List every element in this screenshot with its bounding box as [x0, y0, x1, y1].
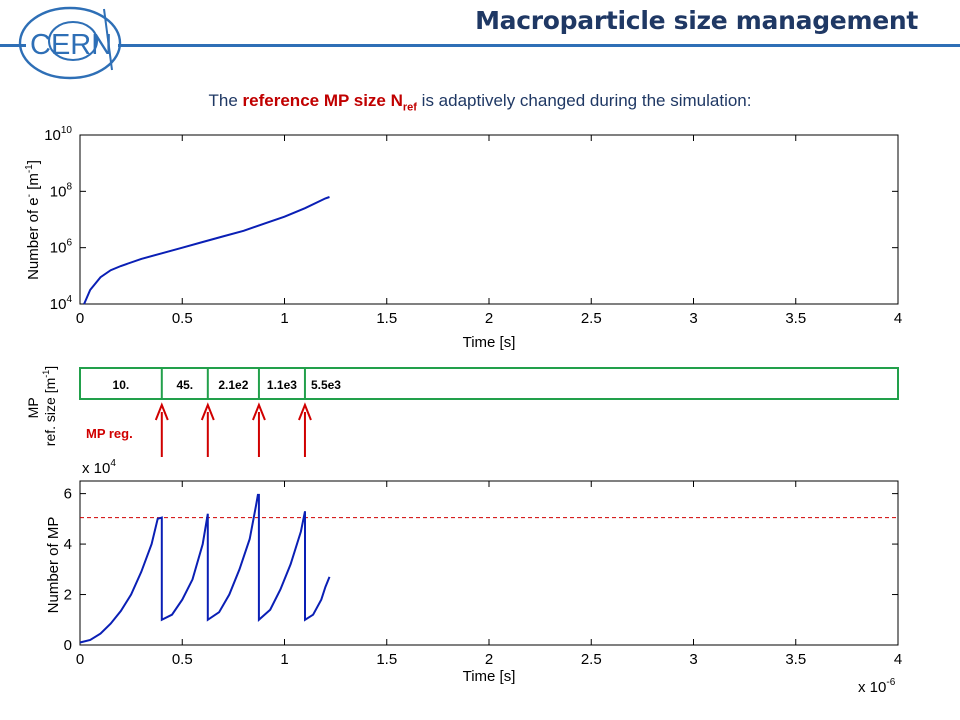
- chart3-xtick-label: 1: [280, 651, 288, 668]
- logo-ring-inner: [48, 21, 98, 61]
- electron-count-chart: 0 0.5 1 1.5 2 2.5 3 3.5 4 104 106 108 1010 Number o…: [24, 125, 902, 351]
- chart1-frame: [79, 134, 899, 305]
- refsize-ylabel-line1: MP: [25, 398, 41, 419]
- chart1-series-line: [83, 196, 330, 305]
- refsize-segment-label: 10.: [113, 378, 130, 392]
- mp-refsize-bar: 10. 45. 2.1e2 1.1e3 5.5e3 MP ref. size [m-1]…: [25, 366, 899, 457]
- chart3-x-multiplier: x 10-6: [858, 677, 896, 696]
- chart3-ytick-label: 2: [64, 587, 72, 604]
- chart3-ylabel: Number of MP: [45, 517, 62, 614]
- chart1-ytick-label: 106: [50, 238, 73, 257]
- chart1-xtick-label: 2: [485, 310, 493, 327]
- refsize-segment-label: 5.5e3: [311, 378, 341, 392]
- chart3-xtick-label: 2.5: [581, 651, 602, 668]
- chart1-xtick-label: 3: [689, 310, 697, 327]
- chart1-xtick-label: 1: [280, 310, 288, 327]
- chart1-ylabel-unit-post: ]: [25, 160, 42, 164]
- mp-reg-arrow-head: [252, 402, 266, 421]
- chart3-xtick-label: 3.5: [785, 651, 806, 668]
- chart1-xtick-label: 0.5: [172, 310, 193, 327]
- chart3-xlabel: Time [s]: [463, 668, 516, 685]
- chart1-ylabel-unit-sup: -1: [24, 164, 35, 173]
- chart3-ytick-label: 6: [64, 486, 72, 503]
- chart3-frame: [79, 480, 899, 646]
- mp-count-chart: 0 0.5 1 1.5 2 2.5 3 3.5 4 0 2 4 6 Number of MP Time…: [45, 458, 902, 696]
- chart1-ylabel-main: Number of e: [25, 197, 42, 280]
- chart3-ytick-label: 4: [64, 536, 72, 553]
- subtitle: The reference MP size Nref is adaptively…: [0, 91, 960, 113]
- chart3-y-multiplier: x 104: [82, 458, 116, 477]
- mp-reg-label: MP reg.: [86, 426, 133, 441]
- chart3-ytick-label: 0: [64, 637, 72, 654]
- refsize-ylabel-line2: ref. size [m: [42, 378, 58, 446]
- refsize-frame: [79, 367, 899, 400]
- chart1-ylabel: Number of e- [m-1]: [24, 160, 42, 280]
- logo-text: CERN: [30, 29, 112, 61]
- chart1-ylabel-sup: -: [24, 194, 35, 197]
- chart1-xtick-label: 2.5: [581, 310, 602, 327]
- chart3-xtick-label: 4: [894, 651, 902, 668]
- header-line-left: [0, 44, 26, 47]
- chart3-xtick-label: 2: [485, 651, 493, 668]
- subtitle-prefix: The: [208, 91, 243, 110]
- subtitle-highlight-sub: ref: [402, 101, 417, 114]
- chart3-xtick-label: 0.5: [172, 651, 193, 668]
- cern-logo: CERN: [18, 6, 122, 80]
- chart1-xtick-label: 0: [76, 310, 84, 327]
- mp-reg-arrow-head: [154, 402, 169, 421]
- chart3-xtick-label: 3: [689, 651, 697, 668]
- refsize-segment-label: 45.: [176, 378, 193, 392]
- subtitle-suffix: is adaptively changed during the simulat…: [416, 91, 752, 110]
- chart3-y-multiplier-text: x 10: [82, 460, 110, 477]
- chart1-ylabel-unit-pre: [m: [25, 173, 42, 194]
- refsize-ylabel: MP ref. size [m-1]: [25, 366, 58, 446]
- subtitle-highlight-text: reference MP size N: [242, 91, 403, 110]
- refsize-ylabel-line2-post: ]: [42, 366, 58, 370]
- refsize-segment-label: 1.1e3: [267, 378, 297, 392]
- chart1-xtick-label: 4: [894, 310, 902, 327]
- mp-reg-arrow-head: [200, 402, 215, 421]
- header-line-right: [118, 44, 960, 47]
- chart3-y-multiplier-exp: 4: [110, 458, 116, 469]
- subtitle-highlight: reference MP size Nref: [242, 91, 417, 114]
- chart3-series-line: [79, 493, 331, 644]
- chart3-xtick-label: 1.5: [376, 651, 397, 668]
- chart1-xlabel: Time [s]: [463, 334, 516, 351]
- chart3-xtick-label: 0: [76, 651, 84, 668]
- logo-beam-line: [103, 8, 113, 71]
- refsize-segment-label: 2.1e2: [218, 378, 248, 392]
- chart1-xtick-label: 1.5: [376, 310, 397, 327]
- chart3-x-multiplier-exp: -6: [886, 677, 895, 688]
- chart1-ytick-label: 108: [50, 181, 73, 200]
- chart3-x-multiplier-text: x 10: [858, 679, 886, 696]
- refsize-ylabel-line2-sup: -1: [41, 370, 51, 378]
- logo-ring-outer: [18, 6, 122, 80]
- slide-title: Macroparticle size management: [475, 6, 918, 35]
- mp-reg-arrow-head: [298, 402, 312, 421]
- chart1-ytick-label: 1010: [44, 125, 72, 144]
- chart1-xtick-label: 3.5: [785, 310, 806, 327]
- chart1-ytick-label: 104: [50, 294, 73, 313]
